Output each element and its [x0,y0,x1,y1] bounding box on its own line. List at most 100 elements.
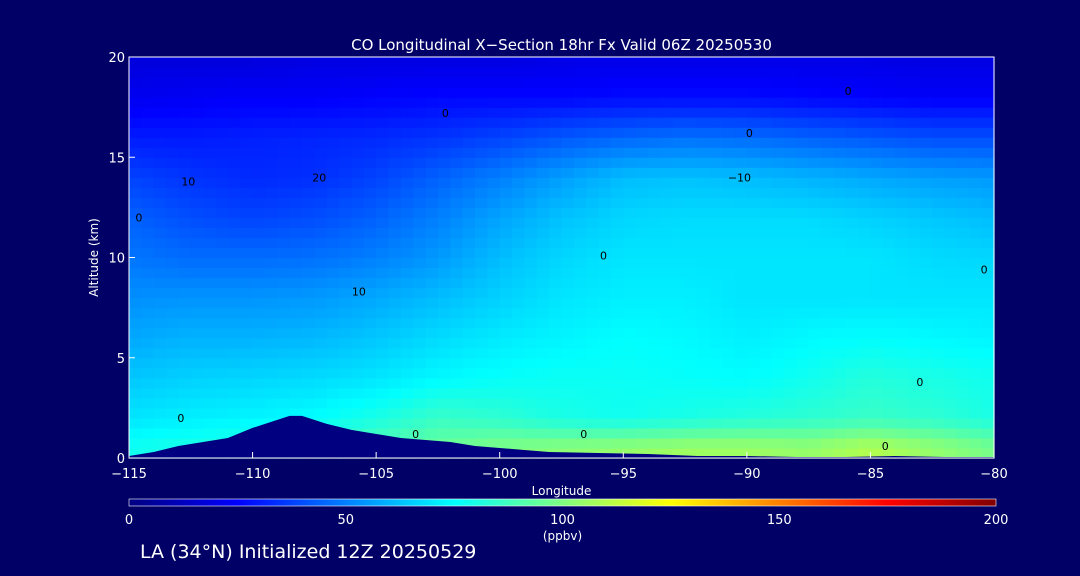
contour-label: 0 [412,428,419,441]
field-cell [376,317,390,329]
field-cell [524,127,538,138]
field-cell [783,187,797,198]
field-cell [277,87,291,98]
field-cell [153,277,167,289]
field-cell [351,407,365,419]
field-cell [672,277,686,289]
field-cell [190,177,204,188]
field-cell [264,167,278,178]
field-cell [141,257,155,269]
field-cell [623,297,637,309]
field-cell [783,197,797,208]
field-cell [734,227,748,239]
field-cell [623,397,637,409]
field-cell [969,437,983,449]
field-cell [685,277,699,289]
field-cell [203,157,217,168]
field-cell [808,417,822,429]
field-cell [648,187,661,198]
field-cell [400,397,414,409]
field-cell [462,377,476,389]
field-cell [759,387,773,399]
field-cell [944,107,958,118]
field-cell [289,147,303,158]
contour-label: 0 [442,107,449,120]
field-cell [796,147,810,158]
field-cell [919,377,933,389]
field-cell [277,257,291,269]
field-cell [339,297,353,309]
field-cell [870,417,884,429]
field-cell [388,177,402,188]
field-cell [882,97,896,108]
field-cell [734,67,748,78]
field-cell [981,447,995,459]
field-cell [536,277,550,289]
field-cell [475,137,488,148]
field-cell [339,177,353,188]
field-cell [734,447,748,459]
field-cell [437,307,451,319]
field-cell [833,367,847,379]
field-cell [536,187,550,198]
field-cell [882,267,896,279]
field-cell [932,437,946,449]
field-cell [413,387,427,399]
field-cell [685,317,699,329]
field-cell [252,367,266,379]
field-cell [919,367,933,379]
field-cell [425,217,439,229]
field-cell [709,97,723,108]
field-cell [734,187,748,198]
field-cell [932,357,946,369]
field-cell [598,417,612,429]
field-cell [833,357,847,369]
field-cell [277,197,291,208]
field-cell [475,237,488,249]
field-cell [685,327,699,339]
field-cell [339,207,353,218]
field-cell [363,307,377,319]
field-cell [425,427,439,439]
field-cell [289,387,303,399]
field-cell [499,87,513,98]
field-cell [610,147,624,158]
field-cell [326,277,340,289]
field-cell [129,347,142,359]
field-cell [524,87,538,98]
field-cell [215,337,229,349]
field-cell [746,127,760,138]
field-cell [808,247,822,259]
x-tick-label: −80 [980,467,1007,482]
field-cell [981,437,995,449]
field-cell [759,287,773,299]
field-cell [302,187,315,198]
field-cell [783,157,797,168]
field-cell [771,137,785,148]
field-cell [512,97,526,108]
field-cell [660,217,674,229]
field-cell [203,387,217,399]
field-cell [289,327,303,339]
field-cell [450,427,464,439]
field-cell [808,197,822,208]
field-cell [598,67,612,78]
field-cell [536,77,550,88]
field-cell [524,277,538,289]
field-cell [944,407,958,419]
field-cell [512,57,526,68]
field-cell [709,197,723,208]
field-cell [895,137,909,148]
field-cell [870,97,884,108]
field-cell [746,117,760,128]
field-cell [821,387,834,399]
field-cell [487,357,501,369]
field-cell [363,107,377,118]
field-cell [722,87,736,98]
field-cell [215,237,229,249]
field-cell [623,197,637,208]
field-cell [178,317,192,329]
field-cell [561,287,575,299]
field-cell [746,87,760,98]
field-cell [376,307,390,319]
